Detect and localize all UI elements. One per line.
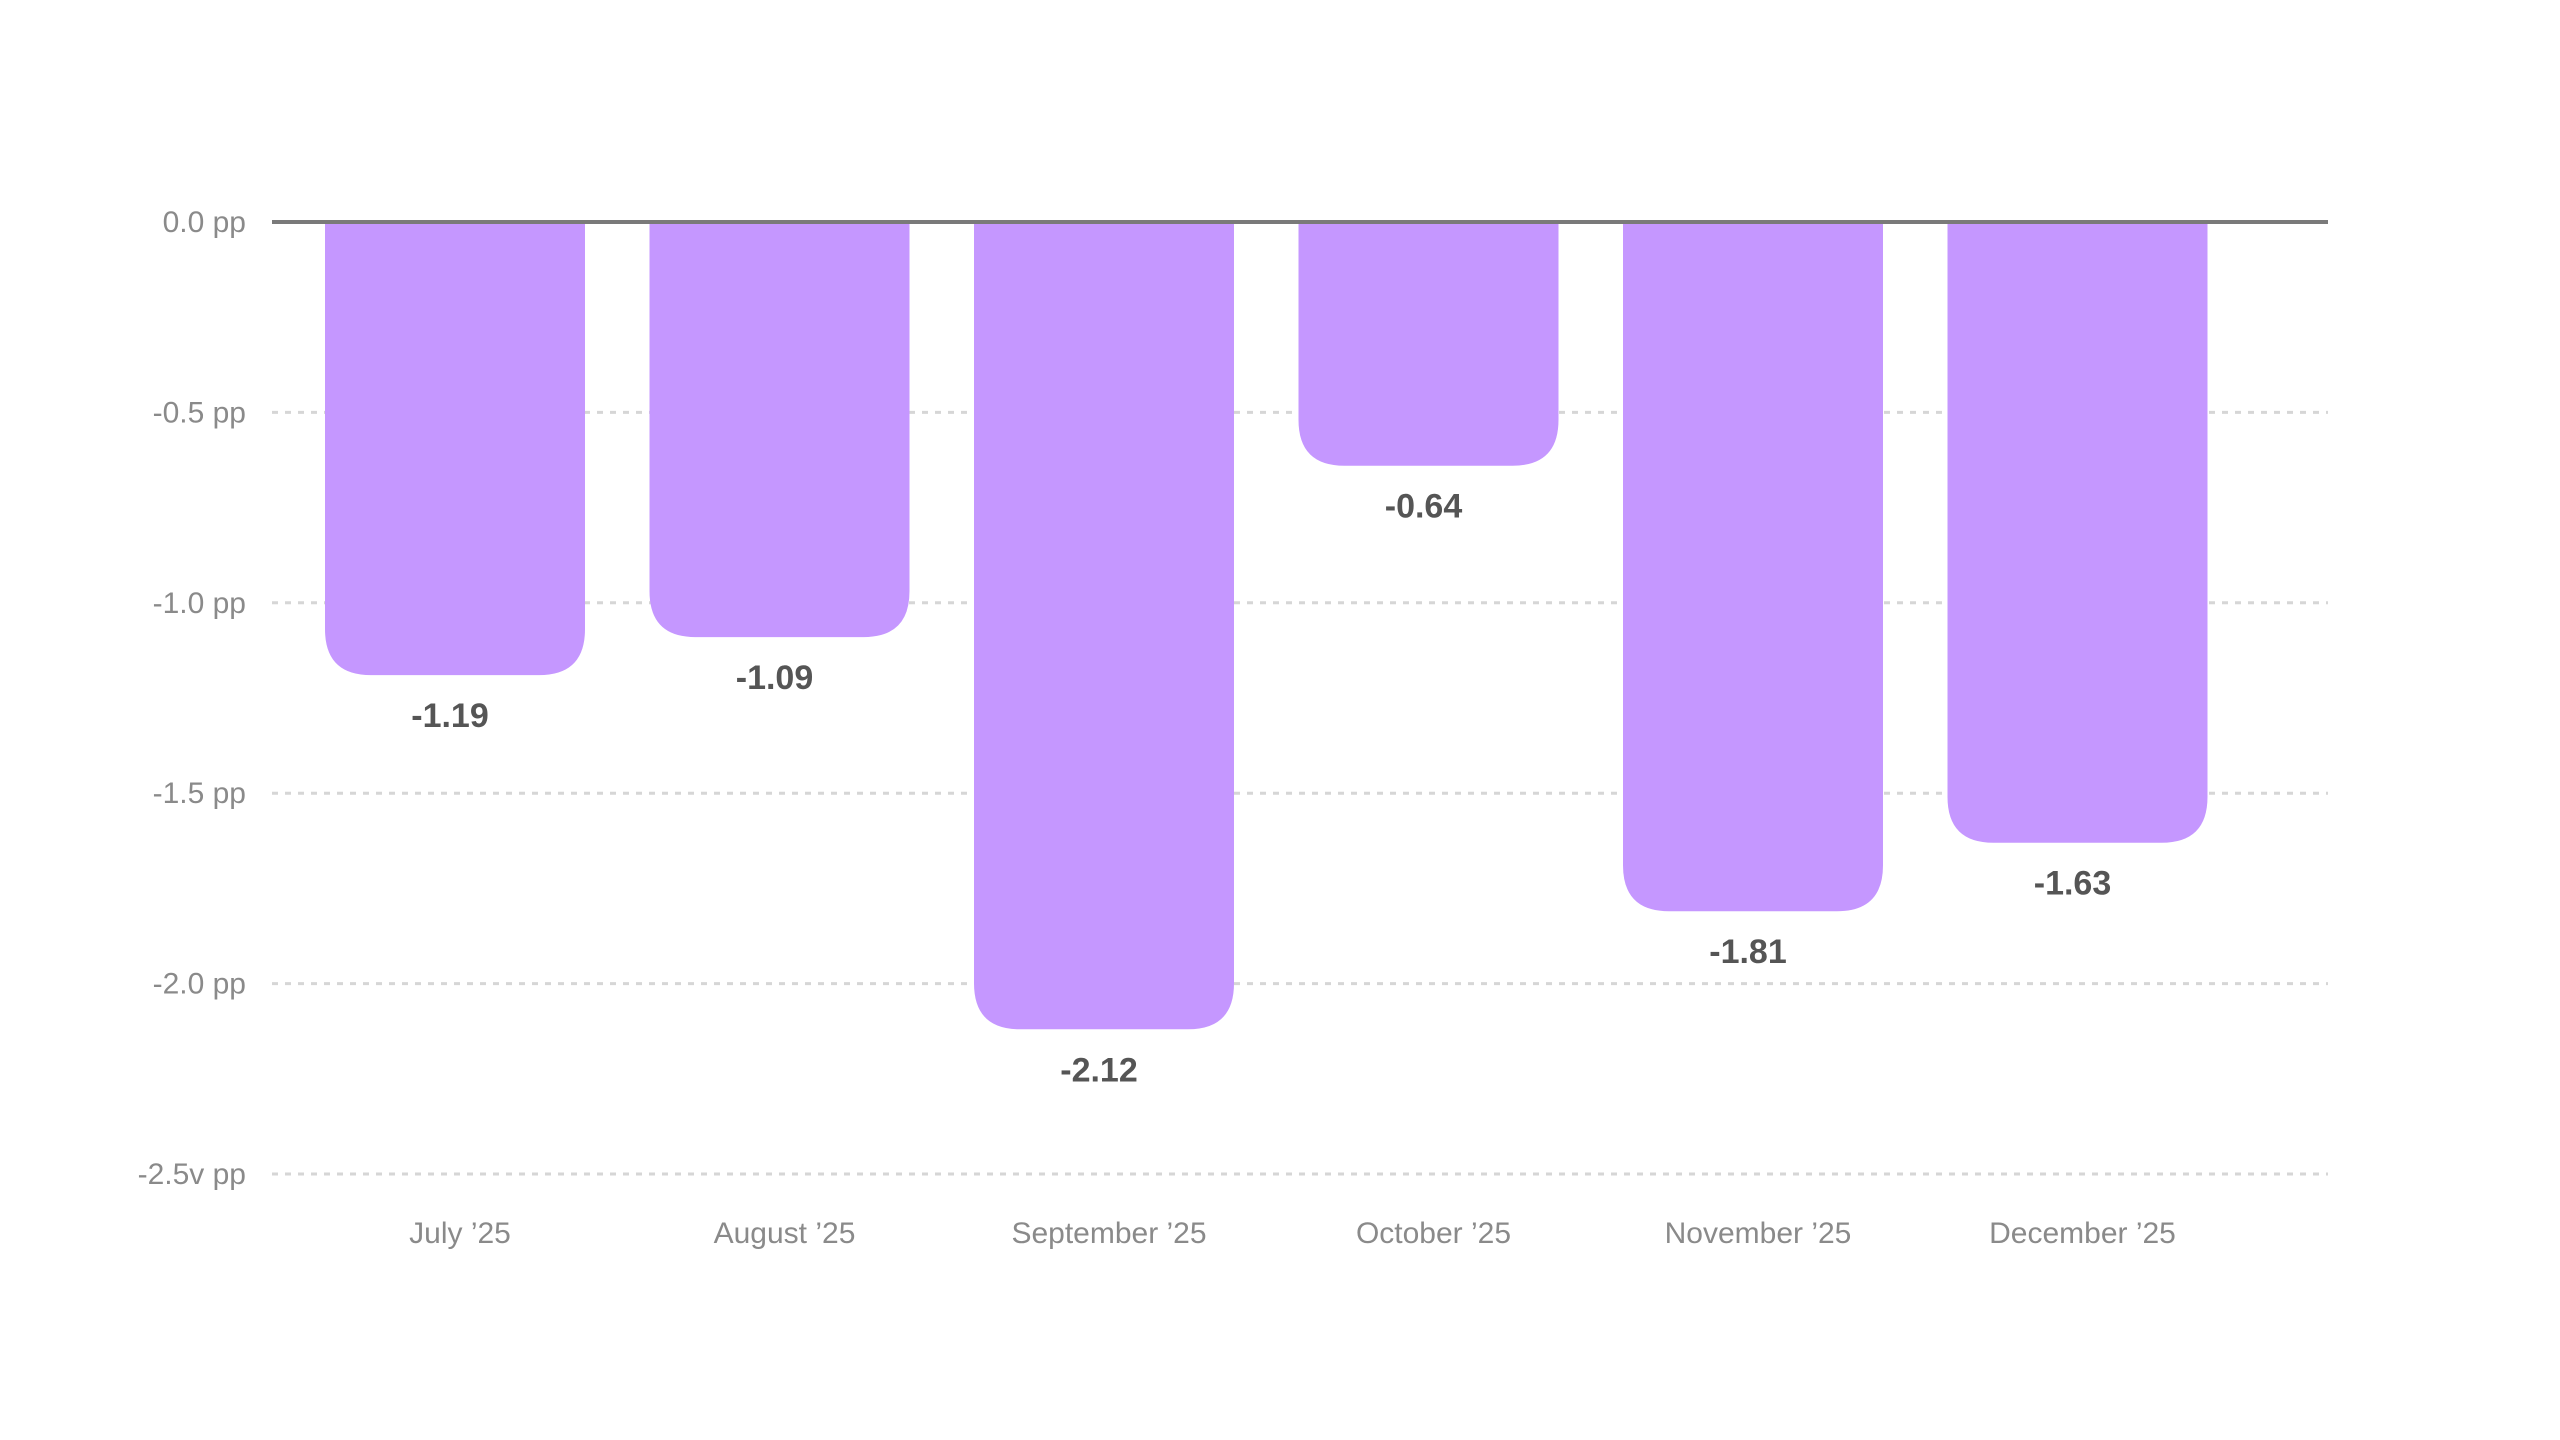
value-label: -2.12: [1060, 1051, 1138, 1089]
bar: [1623, 222, 1883, 912]
y-tick-label: 0.0 pp: [163, 206, 246, 239]
x-axis-categories: July ’25 August ’25 September ’25 October ’…: [409, 1217, 2176, 1250]
bar: [1947, 222, 2208, 843]
y-tick-label: -2.5v pp: [138, 1158, 246, 1191]
bar: [649, 222, 910, 638]
category-label: July ’25: [409, 1217, 511, 1250]
category-label: October ’25: [1356, 1217, 1511, 1250]
bar: [1298, 222, 1559, 466]
value-label: -1.19: [411, 697, 489, 735]
value-label: -1.09: [736, 659, 814, 697]
value-labels: -1.19 -1.09 -2.12 -0.64 -1.81 -1.63: [411, 488, 2111, 1090]
bar: [325, 222, 585, 676]
y-axis-ticks: 0.0 pp -0.5 pp -1.0 pp -1.5 pp -2.0 pp -2.5v …: [138, 206, 246, 1191]
bars: [325, 222, 2208, 1030]
value-label: -1.63: [2034, 865, 2112, 903]
value-label: -0.64: [1385, 488, 1463, 526]
y-tick-label: -1.0 pp: [153, 587, 246, 620]
category-label: September ’25: [1011, 1217, 1206, 1250]
category-label: November ’25: [1665, 1217, 1852, 1250]
y-tick-label: -0.5 pp: [153, 396, 246, 429]
category-label: December ’25: [1989, 1217, 2176, 1250]
bar: [974, 222, 1234, 1030]
category-label: August ’25: [714, 1217, 856, 1250]
y-tick-label: -1.5 pp: [153, 777, 246, 810]
value-label: -1.81: [1709, 933, 1787, 971]
y-tick-label: -2.0 pp: [153, 968, 246, 1001]
